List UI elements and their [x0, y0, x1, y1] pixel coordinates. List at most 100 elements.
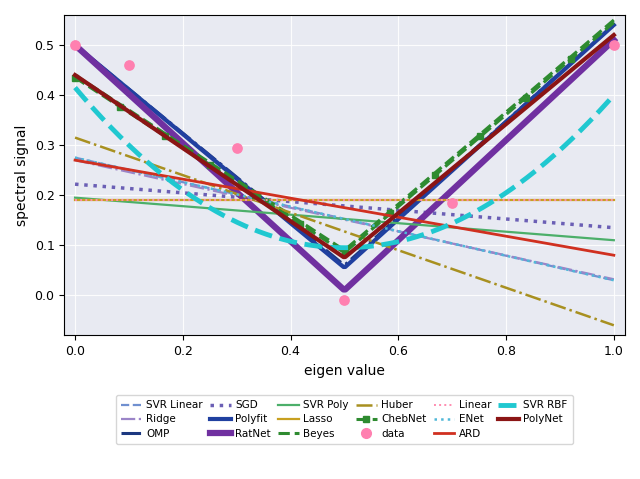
ARD [73, 158, 81, 163]
SVR Linear [392, 228, 399, 233]
OMP [561, 66, 569, 71]
Line: OMP: OMP [75, 25, 614, 264]
RatNet [561, 82, 569, 88]
Point [70, 41, 80, 49]
ARD [392, 214, 399, 219]
ARD [525, 238, 533, 243]
Point [609, 41, 619, 49]
OMP [403, 207, 410, 213]
Ridge [525, 258, 533, 263]
Ridge [73, 158, 81, 163]
Polyfit [561, 66, 569, 72]
ChebNet [340, 249, 348, 255]
SVR Linear [525, 258, 533, 264]
Huber [390, 246, 398, 251]
Huber [71, 135, 79, 140]
SVR Linear [401, 230, 409, 236]
Polyfit [610, 22, 618, 28]
Ridge [392, 228, 399, 234]
Polyfit [71, 42, 79, 48]
Polyfit [403, 209, 410, 215]
Huber [73, 136, 81, 141]
ENet [525, 258, 533, 264]
Huber [392, 247, 399, 252]
ChebNet [403, 197, 410, 203]
Huber [401, 250, 409, 255]
SVR RBF [71, 85, 79, 91]
Polyfit [73, 44, 81, 49]
RatNet [610, 37, 618, 43]
Beyes [610, 17, 618, 23]
SGD [71, 181, 79, 187]
Line: SVR RBF: SVR RBF [75, 88, 614, 248]
PolyNet [340, 254, 348, 260]
Line: Beyes: Beyes [75, 20, 614, 250]
Polyfit [394, 217, 401, 223]
Beyes [527, 88, 535, 94]
Line: Huber: Huber [75, 137, 614, 325]
OMP [610, 22, 618, 28]
SVR RBF [73, 87, 81, 92]
Beyes [403, 194, 410, 200]
SVR Linear [390, 228, 398, 233]
Beyes [340, 247, 348, 252]
SVR RBF [342, 245, 349, 251]
SVR Poly [390, 220, 398, 226]
Line: Polyfit: Polyfit [75, 25, 614, 267]
SVR RBF [610, 92, 618, 98]
ChebNet [561, 61, 569, 67]
SVR Poly [392, 220, 399, 226]
SGD [610, 225, 618, 230]
RatNet [340, 286, 348, 292]
ENet [390, 228, 398, 233]
Ridge [610, 276, 618, 282]
Huber [525, 293, 533, 299]
ChebNet [392, 206, 399, 212]
OMP [71, 42, 79, 48]
Beyes [394, 202, 401, 208]
ChebNet [394, 205, 401, 210]
ENet [401, 230, 409, 236]
Line: SVR Linear: SVR Linear [75, 158, 614, 280]
SGD [73, 182, 81, 187]
SGD [525, 218, 533, 224]
ENet [71, 155, 79, 160]
SGD [559, 221, 567, 227]
X-axis label: eigen value: eigen value [304, 364, 385, 377]
Huber [610, 322, 618, 328]
Ridge [390, 228, 398, 234]
ENet [73, 155, 81, 161]
ARD [71, 157, 79, 163]
Line: Ridge: Ridge [75, 160, 614, 279]
RatNet [394, 238, 401, 244]
RatNet [73, 44, 81, 49]
Beyes [73, 73, 81, 79]
OMP [392, 217, 399, 222]
SVR RBF [561, 142, 569, 148]
Beyes [392, 204, 399, 209]
SVR Poly [73, 195, 81, 201]
Polyfit [340, 264, 348, 270]
SVR Linear [610, 277, 618, 283]
RatNet [527, 114, 535, 120]
Legend: SVR Linear, Ridge, OMP, SGD, Polyfit, RatNet, SVR Poly, Lasso, Beyes, Huber, Che: SVR Linear, Ridge, OMP, SGD, Polyfit, Ra… [116, 395, 573, 444]
SVR Poly [525, 231, 533, 237]
Polyfit [392, 218, 399, 224]
SGD [392, 207, 399, 213]
Line: ARD: ARD [75, 160, 614, 255]
SVR RBF [392, 240, 399, 245]
ENet [559, 266, 567, 272]
SGD [401, 208, 409, 214]
SVR Linear [559, 266, 567, 272]
ENet [392, 228, 399, 233]
Ridge [71, 157, 79, 163]
SVR Linear [71, 155, 79, 160]
RatNet [392, 240, 399, 245]
Y-axis label: spectral signal: spectral signal [15, 125, 29, 226]
Ridge [559, 265, 567, 271]
Point [339, 297, 349, 304]
ARD [559, 243, 567, 249]
SVR Poly [71, 195, 79, 201]
Line: SVR Poly: SVR Poly [75, 198, 614, 240]
PolyNet [392, 212, 399, 218]
